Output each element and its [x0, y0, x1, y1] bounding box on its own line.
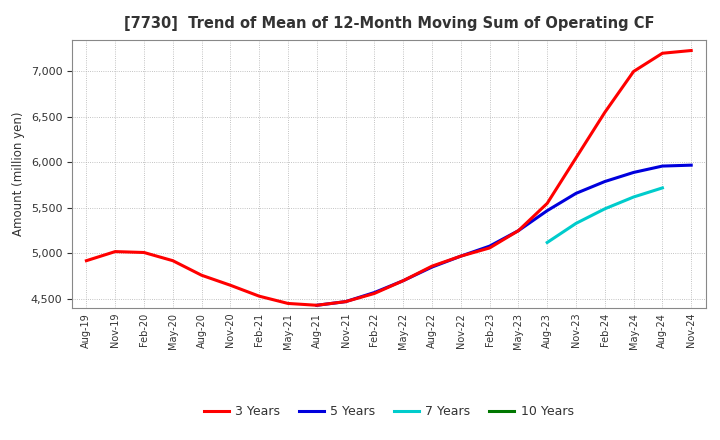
7 Years	[600, 206, 609, 212]
3 Years	[370, 291, 379, 296]
3 Years	[485, 246, 494, 251]
3 Years	[428, 264, 436, 269]
3 Years	[341, 299, 350, 304]
3 Years	[168, 258, 177, 263]
5 Years	[543, 208, 552, 213]
5 Years	[370, 290, 379, 295]
Line: 3 Years: 3 Years	[86, 51, 691, 305]
3 Years	[140, 250, 148, 255]
5 Years	[687, 162, 696, 168]
Line: 7 Years: 7 Years	[547, 188, 662, 242]
5 Years	[572, 191, 580, 196]
5 Years	[312, 303, 321, 308]
5 Years	[456, 253, 465, 259]
5 Years	[399, 278, 408, 283]
3 Years	[312, 303, 321, 308]
3 Years	[255, 293, 264, 299]
3 Years	[111, 249, 120, 254]
3 Years	[572, 155, 580, 161]
3 Years	[82, 258, 91, 263]
Line: 5 Years: 5 Years	[317, 165, 691, 305]
3 Years	[687, 48, 696, 53]
5 Years	[428, 264, 436, 270]
3 Years	[514, 228, 523, 233]
7 Years	[658, 185, 667, 191]
Legend: 3 Years, 5 Years, 7 Years, 10 Years: 3 Years, 5 Years, 7 Years, 10 Years	[199, 400, 579, 423]
3 Years	[600, 110, 609, 115]
3 Years	[197, 273, 206, 278]
5 Years	[485, 243, 494, 249]
5 Years	[629, 170, 638, 175]
3 Years	[658, 51, 667, 56]
5 Years	[658, 163, 667, 169]
7 Years	[629, 194, 638, 200]
7 Years	[543, 240, 552, 245]
5 Years	[600, 179, 609, 184]
5 Years	[341, 299, 350, 304]
5 Years	[514, 228, 523, 233]
Y-axis label: Amount (million yen): Amount (million yen)	[12, 112, 25, 236]
3 Years	[399, 278, 408, 283]
3 Years	[543, 201, 552, 206]
3 Years	[284, 301, 292, 306]
3 Years	[226, 282, 235, 288]
3 Years	[456, 253, 465, 259]
3 Years	[629, 69, 638, 74]
Title: [7730]  Trend of Mean of 12-Month Moving Sum of Operating CF: [7730] Trend of Mean of 12-Month Moving …	[124, 16, 654, 32]
7 Years	[572, 221, 580, 226]
